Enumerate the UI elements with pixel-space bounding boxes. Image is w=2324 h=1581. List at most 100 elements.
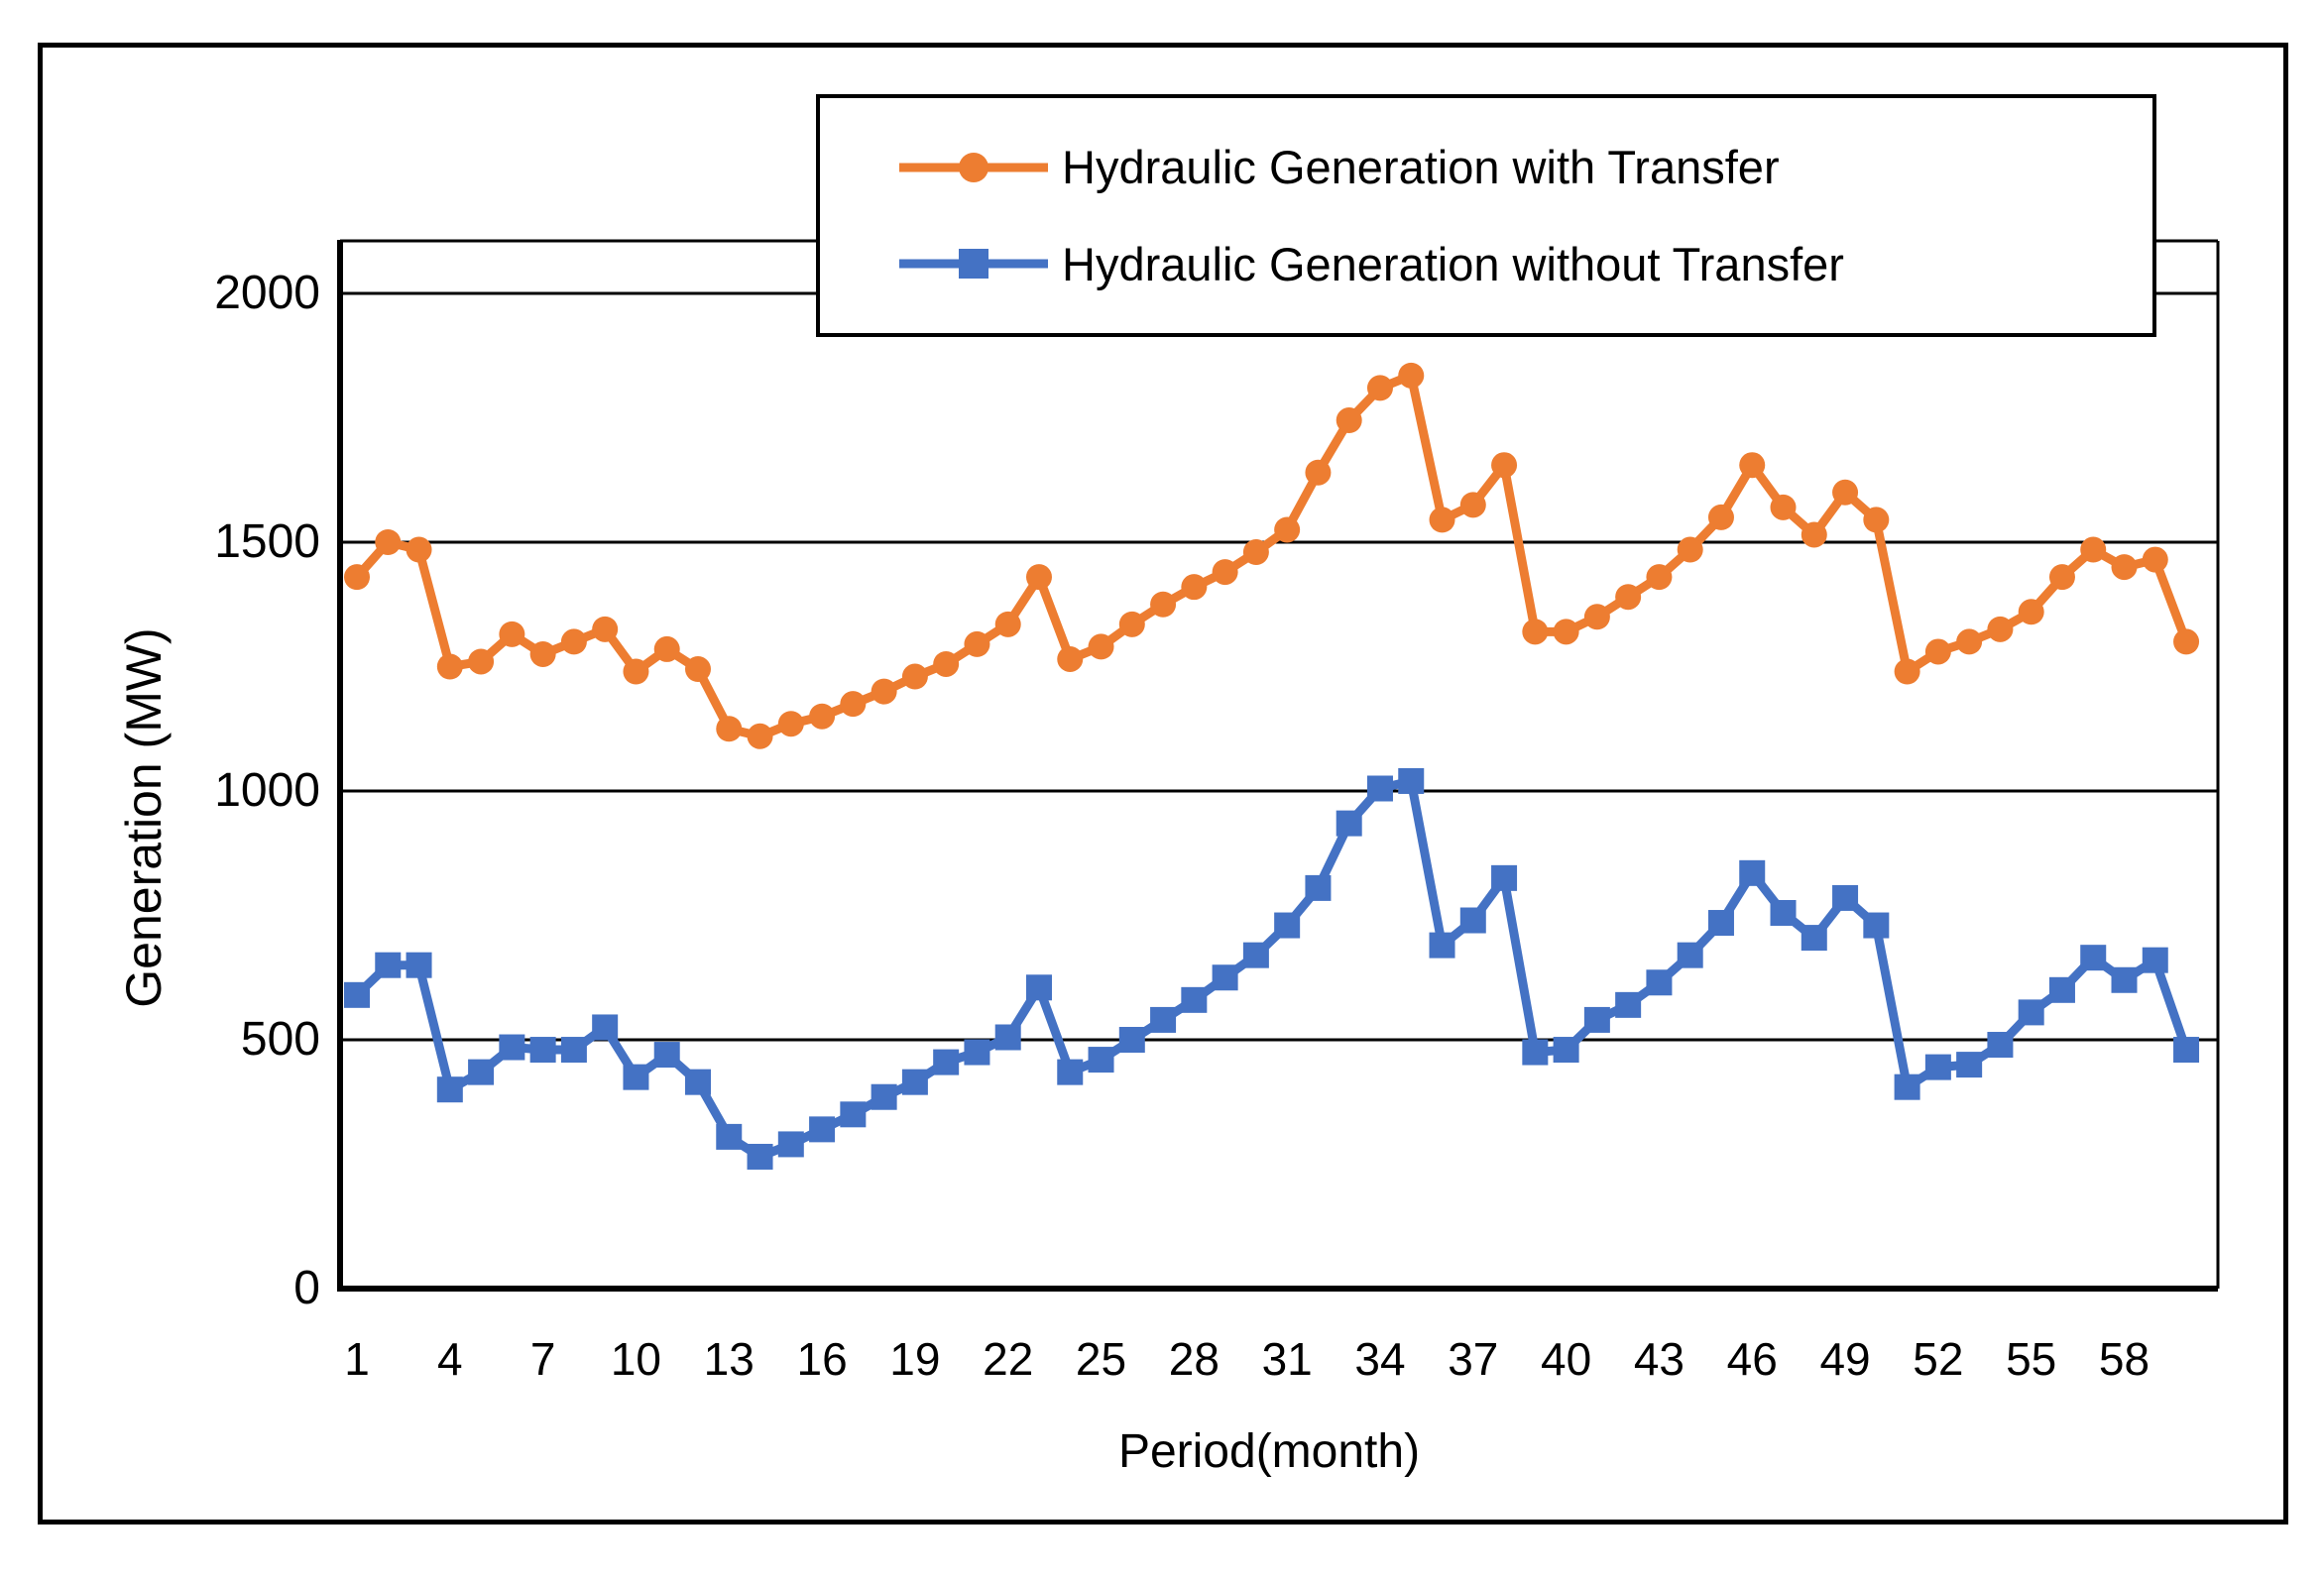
x-tick-label: 28 xyxy=(1168,1333,1220,1385)
data-point-marker xyxy=(653,635,680,662)
data-point-marker xyxy=(1801,521,1827,548)
data-point-marker xyxy=(1398,362,1425,389)
data-point-marker xyxy=(1987,1032,2014,1059)
data-point-marker xyxy=(560,1037,587,1064)
data-point-marker xyxy=(1491,452,1518,479)
x-tick-label: 25 xyxy=(1075,1333,1127,1385)
data-point-marker xyxy=(716,716,743,742)
data-point-marker xyxy=(1770,899,1797,926)
data-point-marker xyxy=(2018,599,2044,625)
x-tick-label: 40 xyxy=(1541,1333,1592,1385)
legend-line-square-marker-icon xyxy=(899,249,1048,280)
data-point-marker xyxy=(1118,1027,1145,1053)
data-point-marker xyxy=(1924,638,1951,665)
data-point-marker xyxy=(2173,1037,2200,1064)
y-axis-title: Generation (MW) xyxy=(116,627,172,1008)
data-point-marker xyxy=(499,1034,525,1061)
data-point-marker xyxy=(1025,974,1052,1001)
data-point-marker xyxy=(1366,775,1393,802)
data-point-marker xyxy=(468,1059,495,1085)
legend-entry: Hydraulic Generation with Transfer xyxy=(899,140,2152,194)
data-point-marker xyxy=(840,1101,867,1128)
data-point-marker xyxy=(1366,375,1393,401)
data-point-marker xyxy=(1583,1006,1610,1033)
data-point-marker xyxy=(1459,907,1486,934)
data-point-marker xyxy=(1863,507,1890,533)
data-point-marker xyxy=(1677,536,1703,563)
data-point-marker xyxy=(2111,554,2138,581)
data-point-marker xyxy=(994,611,1021,637)
data-point-marker xyxy=(1677,942,1703,968)
x-axis-title: Period(month) xyxy=(1117,1425,1421,1478)
data-point-marker xyxy=(1181,986,1208,1013)
data-point-marker xyxy=(1832,884,1859,911)
data-point-marker xyxy=(1025,564,1052,591)
data-point-marker xyxy=(1583,604,1610,630)
data-point-marker xyxy=(1646,969,1673,996)
data-point-marker xyxy=(436,653,463,680)
data-point-marker xyxy=(529,640,556,667)
y-tick-label: 500 xyxy=(240,1013,320,1066)
data-point-marker xyxy=(777,711,804,737)
data-point-marker xyxy=(809,703,836,730)
data-point-marker xyxy=(871,678,897,705)
data-point-marker xyxy=(871,1083,897,1110)
data-point-marker xyxy=(1553,1037,1579,1064)
data-point-marker xyxy=(901,663,928,690)
x-tick-label: 37 xyxy=(1448,1333,1499,1385)
data-point-marker xyxy=(2080,536,2107,563)
data-point-marker xyxy=(1336,407,1362,434)
x-tick-label: 16 xyxy=(796,1333,848,1385)
x-tick-label: 49 xyxy=(1819,1333,1871,1385)
data-point-marker xyxy=(2111,966,2138,993)
x-tick-label: 34 xyxy=(1354,1333,1406,1385)
data-point-marker xyxy=(2142,546,2168,573)
data-point-marker xyxy=(1242,942,1269,968)
data-point-marker xyxy=(2173,628,2200,655)
data-point-marker xyxy=(1801,925,1827,952)
data-point-marker xyxy=(2048,976,2075,1003)
data-point-marker xyxy=(375,529,402,555)
data-point-marker xyxy=(592,616,619,642)
data-point-marker xyxy=(2142,947,2168,973)
data-point-marker xyxy=(1398,767,1425,794)
data-point-marker xyxy=(1305,459,1332,486)
data-point-marker xyxy=(1459,492,1486,518)
data-point-marker xyxy=(1336,810,1362,837)
data-point-marker xyxy=(1707,504,1734,530)
data-point-marker xyxy=(1057,1059,1084,1085)
x-tick-label: 19 xyxy=(889,1333,941,1385)
x-tick-label: 10 xyxy=(610,1333,662,1385)
x-tick-label: 22 xyxy=(983,1333,1034,1385)
data-point-marker xyxy=(1212,964,1238,991)
x-tick-label: 55 xyxy=(2006,1333,2057,1385)
x-tick-label: 31 xyxy=(1261,1333,1313,1385)
y-tick-label: 1000 xyxy=(214,764,320,817)
legend-label: Hydraulic Generation without Transfer xyxy=(1062,237,1844,290)
data-point-marker xyxy=(994,1024,1021,1051)
data-point-marker xyxy=(592,1014,619,1041)
data-point-marker xyxy=(1274,516,1301,543)
data-point-marker xyxy=(1894,658,1920,685)
data-point-marker xyxy=(1181,574,1208,601)
data-point-marker xyxy=(1522,1039,1549,1066)
data-point-marker xyxy=(2080,945,2107,971)
x-tick-label: 46 xyxy=(1726,1333,1778,1385)
data-point-marker xyxy=(653,1042,680,1069)
data-point-marker xyxy=(2048,564,2075,591)
data-point-marker xyxy=(1739,452,1766,479)
data-point-marker xyxy=(1615,991,1642,1018)
data-point-marker xyxy=(406,536,432,563)
data-point-marker xyxy=(809,1116,836,1143)
x-tick-label: 58 xyxy=(2098,1333,2150,1385)
data-point-marker xyxy=(1707,910,1734,937)
data-point-marker xyxy=(777,1131,804,1158)
data-point-marker xyxy=(1956,628,1983,655)
data-point-marker xyxy=(406,952,432,978)
data-point-marker xyxy=(1088,1047,1114,1073)
data-point-marker xyxy=(1956,1052,1983,1078)
figure-border xyxy=(38,43,2288,1525)
legend-label: Hydraulic Generation with Transfer xyxy=(1062,141,1780,194)
data-point-marker xyxy=(1491,864,1518,891)
x-tick-label: 1 xyxy=(344,1333,370,1385)
